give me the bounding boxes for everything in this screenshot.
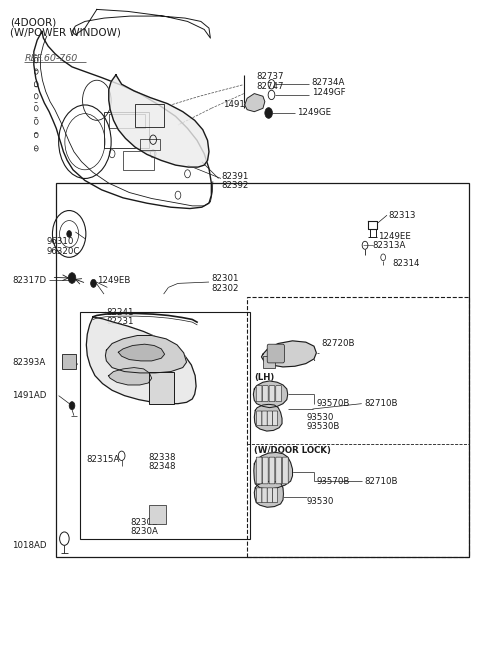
Text: 82302: 82302 [211, 284, 239, 293]
Circle shape [91, 279, 96, 287]
Circle shape [265, 107, 273, 118]
Text: 82392: 82392 [221, 181, 248, 191]
Polygon shape [86, 317, 196, 404]
FancyBboxPatch shape [256, 457, 262, 484]
FancyBboxPatch shape [256, 386, 262, 402]
Circle shape [68, 272, 76, 283]
Text: 1249GF: 1249GF [312, 89, 345, 97]
FancyBboxPatch shape [257, 411, 262, 425]
Polygon shape [106, 336, 187, 373]
FancyBboxPatch shape [269, 386, 275, 402]
Polygon shape [262, 341, 316, 367]
Text: 1249EE: 1249EE [378, 232, 411, 241]
FancyBboxPatch shape [269, 457, 275, 484]
Text: 82747: 82747 [257, 83, 284, 91]
FancyBboxPatch shape [276, 457, 281, 484]
Text: 93580A: 93580A [283, 354, 316, 364]
Polygon shape [254, 481, 283, 507]
FancyBboxPatch shape [262, 488, 267, 503]
Polygon shape [254, 405, 282, 431]
Text: 82313A: 82313A [372, 241, 406, 250]
Text: 96310: 96310 [47, 238, 74, 246]
Text: 96320C: 96320C [47, 247, 80, 256]
FancyBboxPatch shape [262, 411, 267, 425]
Text: 93530: 93530 [307, 497, 334, 506]
Text: (W/DOOR LOCK): (W/DOOR LOCK) [254, 446, 331, 455]
Text: 82710B: 82710B [364, 476, 397, 486]
Text: 8230A: 8230A [130, 527, 158, 536]
Text: 82313: 82313 [388, 211, 415, 219]
Text: 93530: 93530 [307, 413, 334, 421]
Text: (4DOOR): (4DOOR) [10, 17, 56, 28]
Text: 93570B: 93570B [316, 399, 350, 408]
Text: 82393A: 82393A [12, 358, 45, 367]
Text: 82737: 82737 [257, 72, 284, 81]
Text: 1491AD: 1491AD [12, 391, 46, 400]
Bar [149, 505, 166, 524]
FancyBboxPatch shape [267, 411, 273, 425]
Text: 82710B: 82710B [364, 399, 397, 408]
Text: 82391: 82391 [221, 172, 248, 181]
Bar [135, 103, 164, 127]
Text: 82314: 82314 [393, 259, 420, 268]
FancyBboxPatch shape [257, 488, 262, 503]
Text: (W/POWER WINDOW): (W/POWER WINDOW) [10, 28, 121, 38]
Text: 82241: 82241 [107, 307, 134, 317]
Text: REF.60-760: REF.60-760 [24, 54, 78, 62]
Text: 93530B: 93530B [307, 422, 340, 431]
Text: 82720B: 82720B [321, 339, 355, 348]
Text: 82231: 82231 [107, 317, 134, 326]
Text: 82734A: 82734A [312, 79, 345, 87]
FancyBboxPatch shape [273, 488, 278, 503]
Text: 82338: 82338 [148, 453, 176, 462]
Text: 1018AD: 1018AD [12, 541, 47, 550]
Bar [123, 151, 154, 170]
Text: 82317D: 82317D [12, 276, 46, 285]
Polygon shape [109, 75, 209, 167]
Text: 1249GE: 1249GE [297, 109, 331, 117]
FancyBboxPatch shape [267, 344, 284, 363]
Circle shape [67, 231, 72, 238]
Bar [62, 354, 76, 369]
Text: 1491AD: 1491AD [223, 101, 258, 109]
FancyBboxPatch shape [267, 488, 273, 503]
Polygon shape [253, 381, 288, 408]
Circle shape [69, 402, 75, 410]
Text: 8230E: 8230E [130, 518, 158, 527]
Polygon shape [254, 452, 292, 489]
FancyBboxPatch shape [263, 457, 268, 484]
Bar [56, 183, 469, 558]
Text: (LH): (LH) [254, 373, 275, 382]
Text: 82301: 82301 [211, 274, 239, 283]
FancyBboxPatch shape [276, 386, 281, 402]
Bar [263, 356, 275, 368]
Text: 1249EB: 1249EB [97, 276, 130, 285]
Bar [109, 113, 144, 128]
Polygon shape [108, 368, 152, 385]
FancyBboxPatch shape [282, 457, 288, 484]
Bar [80, 312, 250, 539]
Bar [140, 139, 160, 150]
FancyBboxPatch shape [273, 411, 278, 425]
Polygon shape [118, 344, 165, 361]
Bar [104, 111, 149, 148]
FancyBboxPatch shape [263, 386, 268, 402]
Text: 93570B: 93570B [316, 476, 350, 486]
Text: 82315A: 82315A [86, 455, 120, 464]
Polygon shape [245, 93, 265, 111]
Text: 82348: 82348 [148, 462, 176, 471]
Bar [247, 297, 469, 558]
Bar [149, 372, 174, 404]
